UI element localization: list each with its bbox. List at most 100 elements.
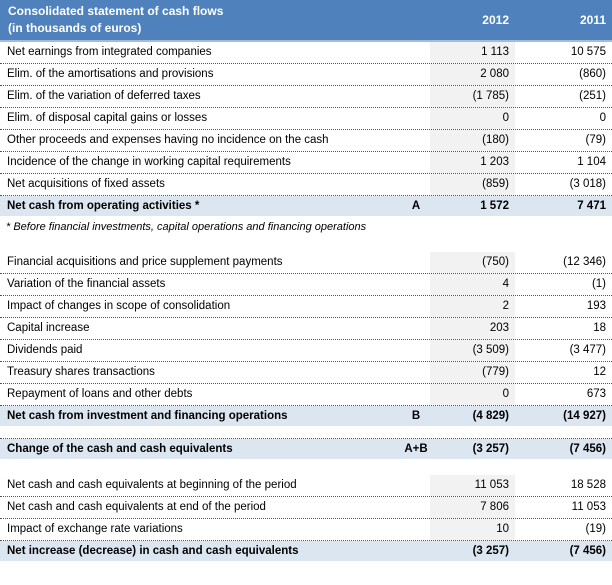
value-2011: (14 927) bbox=[563, 409, 606, 422]
row-label: Dividends paid bbox=[7, 344, 83, 357]
value-2011: (7 456) bbox=[569, 442, 606, 455]
row-letter bbox=[402, 274, 430, 295]
value-2012: 2 080 bbox=[430, 64, 515, 85]
value-2011: (12 346) bbox=[563, 256, 606, 269]
value-2011: 0 bbox=[599, 112, 606, 125]
row-label: Change of the cash and cash equivalents bbox=[7, 442, 233, 455]
value-2012: (1 785) bbox=[430, 86, 515, 107]
value-2011: (7 456) bbox=[569, 544, 606, 557]
row-letter bbox=[402, 541, 430, 561]
table-row: Other proceeds and expenses having no in… bbox=[0, 130, 612, 152]
table-row: Elim. of disposal capital gains or losse… bbox=[0, 108, 612, 130]
row-label: Elim. of disposal capital gains or losse… bbox=[7, 112, 208, 125]
row-letter bbox=[402, 252, 430, 273]
value-2012: 203 bbox=[430, 318, 515, 339]
row-label: Variation of the financial assets bbox=[7, 278, 166, 291]
value-2011: 673 bbox=[586, 388, 606, 401]
value-2012: 4 bbox=[430, 274, 515, 295]
value-2011: 11 053 bbox=[571, 501, 606, 514]
table-row: Dividends paid (3 509) (3 477) bbox=[0, 340, 612, 362]
value-2012: 1 572 bbox=[480, 199, 509, 212]
total-row: Change of the cash and cash equivalents A… bbox=[0, 439, 612, 459]
column-header-2012: 2012 bbox=[482, 13, 509, 27]
row-letter bbox=[402, 296, 430, 317]
row-letter bbox=[402, 152, 430, 173]
table-row: Capital increase 203 18 bbox=[0, 318, 612, 340]
table-header: Consolidated statement of cash flows (in… bbox=[0, 0, 612, 42]
row-letter bbox=[402, 475, 430, 496]
row-letter bbox=[402, 42, 430, 63]
value-2011: 193 bbox=[586, 300, 606, 313]
value-2011: (1) bbox=[591, 278, 606, 291]
row-label: Net acquisitions of fixed assets bbox=[7, 178, 165, 191]
value-2012: 1 203 bbox=[430, 152, 515, 173]
table-body: Net earnings from integrated companies 1 … bbox=[0, 42, 612, 561]
row-letter bbox=[402, 497, 430, 518]
table-row: Impact of exchange rate variations 10 (19) bbox=[0, 519, 612, 541]
total-row: Net cash from investment and financing o… bbox=[0, 406, 612, 426]
value-2011: (19) bbox=[585, 523, 606, 536]
value-2012: 10 bbox=[430, 519, 515, 540]
value-2011: (3 477) bbox=[569, 344, 606, 357]
row-label: Treasury shares transactions bbox=[7, 366, 155, 379]
value-2012: 1 113 bbox=[430, 42, 515, 63]
row-letter: A+B bbox=[404, 442, 428, 455]
value-2011: 18 bbox=[593, 322, 606, 335]
row-label: Repayment of loans and other debts bbox=[7, 388, 193, 401]
value-2012: 11 053 bbox=[430, 475, 515, 496]
table-row: Net cash and cash equivalents at beginni… bbox=[0, 475, 612, 497]
row-letter bbox=[402, 519, 430, 540]
table-row: Elim. of the variation of deferred taxes… bbox=[0, 86, 612, 108]
row-letter bbox=[402, 108, 430, 129]
value-2012: 7 806 bbox=[430, 497, 515, 518]
row-letter: A bbox=[411, 199, 421, 212]
value-2011: (79) bbox=[585, 134, 606, 147]
value-2011: (3 018) bbox=[569, 178, 606, 191]
table-row: Treasury shares transactions (779) 12 bbox=[0, 362, 612, 384]
value-2012: (3 257) bbox=[472, 442, 509, 455]
table-row: Incidence of the change in working capit… bbox=[0, 152, 612, 174]
row-label: Net cash and cash equivalents at beginni… bbox=[7, 479, 297, 492]
table-row: Variation of the financial assets 4 (1) bbox=[0, 274, 612, 296]
value-2012: 2 bbox=[430, 296, 515, 317]
footnote: * Before financial investments, capital … bbox=[6, 221, 367, 233]
section-gap bbox=[0, 459, 612, 475]
page-title: Consolidated statement of cash flows bbox=[8, 4, 224, 18]
row-label: Net increase (decrease) in cash and cash… bbox=[7, 544, 299, 557]
row-label: Capital increase bbox=[7, 322, 90, 335]
table-row: Net acquisitions of fixed assets (859) (3 … bbox=[0, 174, 612, 196]
row-label: Net cash from investment and financing o… bbox=[7, 409, 288, 422]
table-row: Elim. of the amortisations and provision… bbox=[0, 64, 612, 86]
row-label: Impact of exchange rate variations bbox=[7, 523, 183, 536]
value-2011: 18 528 bbox=[570, 479, 606, 492]
table-row: Impact of changes in scope of consolidat… bbox=[0, 296, 612, 318]
value-2012: (3 509) bbox=[430, 340, 515, 361]
value-2012: (3 257) bbox=[472, 544, 509, 557]
row-letter bbox=[402, 318, 430, 339]
value-2011: 1 104 bbox=[577, 156, 606, 169]
total-row: Net increase (decrease) in cash and cash… bbox=[0, 541, 612, 561]
row-letter bbox=[402, 340, 430, 361]
value-2012: (4 829) bbox=[472, 409, 509, 422]
row-letter bbox=[402, 130, 430, 151]
value-2011: 10 575 bbox=[570, 46, 606, 59]
value-2011: 12 bbox=[593, 366, 606, 379]
value-2011: 7 471 bbox=[577, 199, 606, 212]
value-2012: (750) bbox=[430, 252, 515, 273]
value-2011: (860) bbox=[579, 68, 606, 81]
row-letter bbox=[402, 174, 430, 195]
row-label: Net earnings from integrated companies bbox=[7, 46, 212, 59]
row-letter: B bbox=[411, 409, 421, 422]
row-letter bbox=[402, 384, 430, 405]
column-header-2011: 2011 bbox=[579, 13, 606, 27]
row-label: Elim. of the variation of deferred taxes bbox=[7, 90, 201, 103]
row-label: Other proceeds and expenses having no in… bbox=[7, 134, 329, 147]
row-label: Incidence of the change in working capit… bbox=[7, 156, 291, 169]
value-2012: (180) bbox=[430, 130, 515, 151]
section-gap bbox=[0, 426, 612, 439]
value-2012: 0 bbox=[430, 384, 515, 405]
table-row: Repayment of loans and other debts 0 673 bbox=[0, 384, 612, 406]
table-row: Net earnings from integrated companies 1 … bbox=[0, 42, 612, 64]
value-2011: (251) bbox=[579, 90, 606, 103]
